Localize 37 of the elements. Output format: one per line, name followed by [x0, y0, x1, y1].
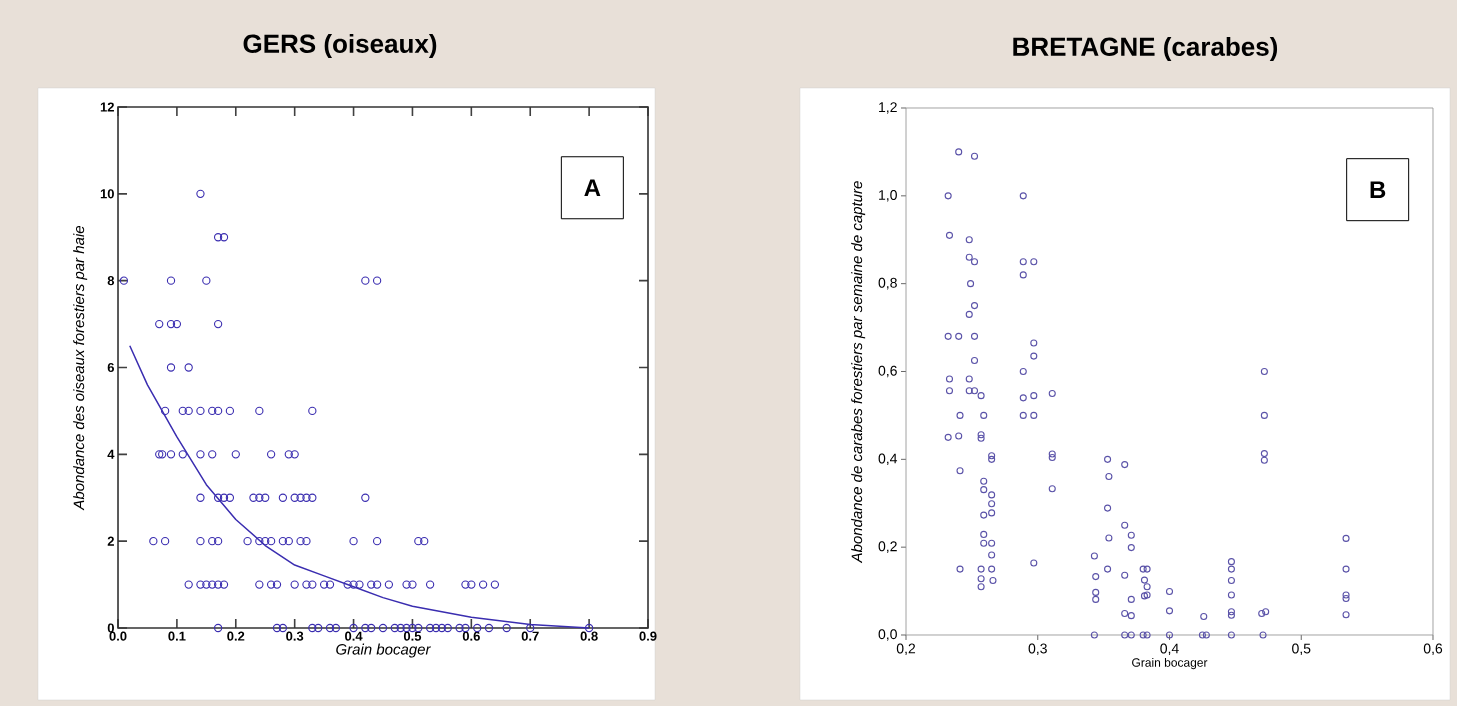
x-tick-label: 0.6: [462, 631, 480, 641]
x-tick-label: 0.7: [521, 631, 539, 641]
x-tick-label: 0.9: [639, 631, 657, 641]
y-tick-label: 6: [107, 362, 115, 373]
chart-title: GERS (oiseaux): [243, 33, 437, 59]
x-axis-title: Grain bocager: [1132, 657, 1208, 670]
y-tick-label: 0,8: [878, 277, 897, 290]
y-tick-label: 4: [107, 449, 115, 459]
x-tick-label: 0,5: [1292, 643, 1311, 656]
annotation: A: [584, 179, 601, 197]
x-tick-label: 0.4: [345, 631, 363, 641]
y-tick-label: 0,4: [878, 453, 898, 466]
x-tick-label: 0,2: [896, 643, 916, 656]
y-tick-label: 10: [100, 189, 114, 199]
annotation: B: [1370, 181, 1386, 198]
x-tick-label: 0,6: [1423, 643, 1443, 656]
y-axis-title: Abondance des oiseaux forestiers par haie: [73, 225, 88, 511]
y-tick-label: 12: [100, 102, 114, 112]
y-tick-label: 0,2: [878, 541, 897, 553]
x-tick-label: 0,4: [1160, 643, 1179, 656]
y-tick-label: 0: [107, 623, 114, 633]
y-tick-label: 0,6: [878, 365, 897, 378]
x-tick-label: 0.2: [227, 631, 245, 641]
x-tick-label: 0.3: [286, 631, 304, 641]
x-tick-label: 0.5: [403, 631, 422, 641]
x-tick-label: 0.0: [109, 631, 127, 641]
y-axis-title: Abondance de carabes forestiers par semaine de capture: [851, 181, 866, 564]
x-tick-label: 0.8: [580, 631, 598, 641]
y-tick-label: 2: [107, 536, 114, 546]
x-axis-title: Grain bocager: [336, 643, 432, 658]
x-tick-label: 0,3: [1028, 643, 1047, 656]
x-tick-label: 0.1: [168, 631, 186, 641]
chart-title: BRETAGNE (carabes): [1013, 36, 1278, 62]
y-tick-label: 0,0: [878, 629, 897, 641]
y-tick-label: 1,0: [879, 190, 897, 202]
y-tick-label: 8: [107, 276, 115, 286]
y-tick-label: 1,2: [879, 102, 897, 114]
